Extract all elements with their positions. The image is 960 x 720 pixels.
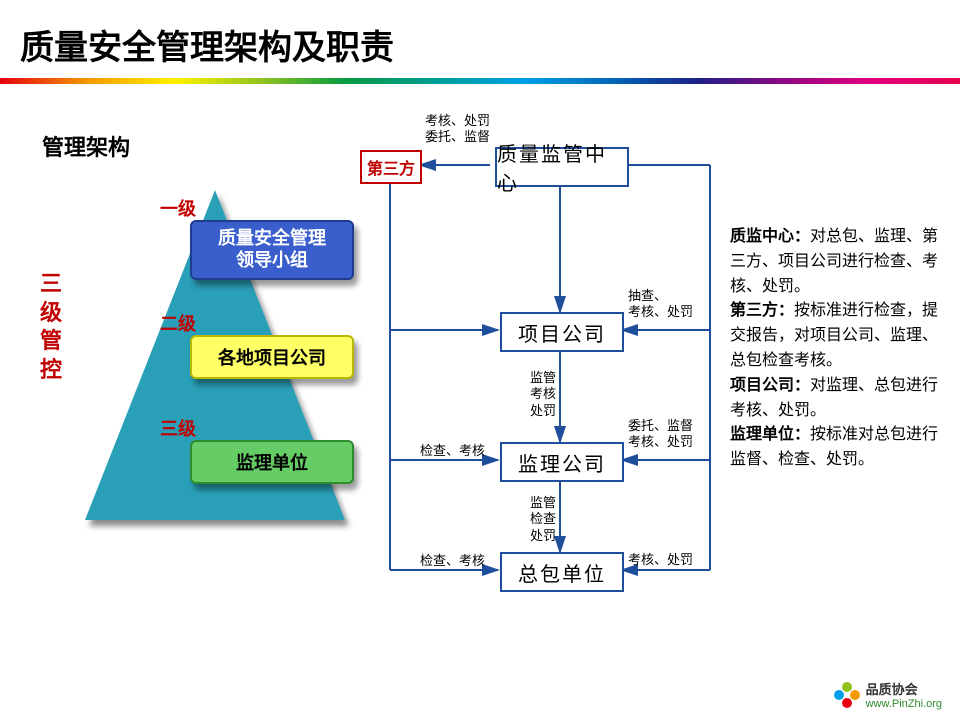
rainbow-divider <box>0 78 960 84</box>
subtitle: 管理架构 <box>42 130 130 162</box>
footer-brand: 品质协会 <box>866 679 942 698</box>
pyramid-box-1: 质量安全管理 领导小组 <box>190 220 354 280</box>
side-label: 三级管控 <box>40 270 62 384</box>
level-2-label: 二级 <box>160 310 196 336</box>
node-project-co: 项目公司 <box>500 312 624 352</box>
node-contractor: 总包单位 <box>500 552 624 592</box>
ann-8: 检查、考核 <box>420 553 485 569</box>
ann-6: 监管 检查 处罚 <box>530 495 556 544</box>
ann-5: 检查、考核 <box>420 443 485 459</box>
node-supervise-co: 监理公司 <box>500 442 624 482</box>
ann-1: 考核、处罚 委托、监督 <box>425 113 490 146</box>
ann-2: 抽查、 考核、处罚 <box>628 288 693 321</box>
node-qc-center: 质量监管中心 <box>495 147 629 187</box>
logo-petals-icon <box>834 682 860 708</box>
level-3-label: 三级 <box>160 415 196 441</box>
level-1-label: 一级 <box>160 195 196 221</box>
ann-7: 考核、处罚 <box>628 552 693 568</box>
page-title: 质量安全管理架构及职责 <box>20 20 394 69</box>
footer-url: www.PinZhi.org <box>866 698 942 710</box>
node-thirdparty: 第三方 <box>360 150 422 184</box>
ann-4: 委托、监督 考核、处罚 <box>628 418 693 451</box>
pyramid-box-3: 监理单位 <box>190 440 354 484</box>
ann-3: 监管 考核 处罚 <box>530 370 556 419</box>
pyramid-box-2: 各地项目公司 <box>190 335 354 379</box>
footer-logo: 品质协会 www.PinZhi.org <box>834 679 942 710</box>
description-paragraph: 质监中心：对总包、监理、第三方、项目公司进行检查、考核、处罚。第三方：按标准进行… <box>730 225 945 473</box>
